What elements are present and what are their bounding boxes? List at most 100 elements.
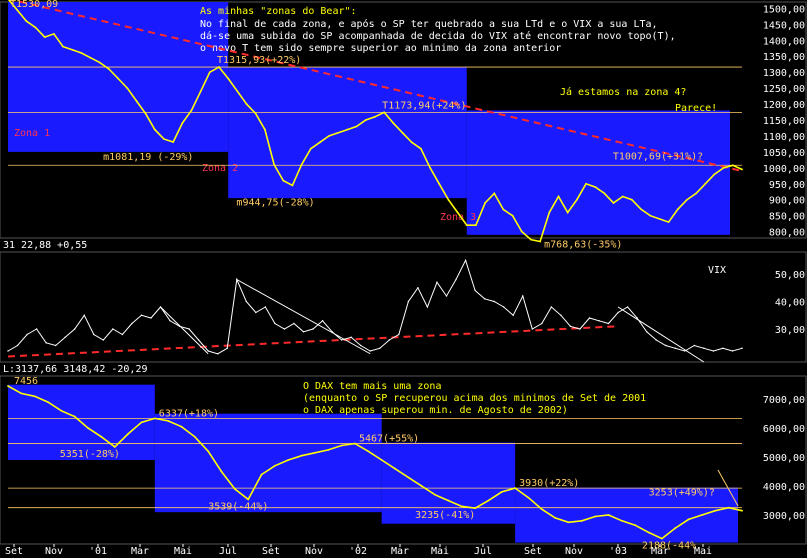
- panel-frame: [0, 375, 807, 545]
- sp-price-point: [557, 195, 560, 198]
- dax-price-point: [500, 490, 503, 493]
- vix-point: [731, 350, 734, 352]
- sp-price-point: [108, 68, 110, 70]
- vix-point: [150, 317, 152, 319]
- vix-point: [626, 306, 629, 308]
- vix-point: [369, 350, 371, 352]
- dax-price-point: [287, 459, 290, 461]
- x-tick-label: Nov: [305, 546, 323, 557]
- zone-3-band: [466, 110, 730, 235]
- sp-price-point: [227, 77, 230, 80]
- zone-1-band: [8, 2, 229, 152]
- dax-price-point: [33, 395, 36, 398]
- sp-price-point: [89, 56, 92, 59]
- sp-price-point: [172, 141, 175, 143]
- sp-price-point: [80, 52, 83, 54]
- vix-point: [321, 320, 324, 322]
- sp-y-tick-label: 1100,00: [763, 132, 805, 143]
- sp-price-point: [502, 208, 505, 211]
- sp-y-tick-label: 1050,00: [763, 148, 805, 159]
- dax-price-point: [340, 444, 343, 447]
- sp-price-point: [695, 192, 698, 195]
- dax-price-point: [434, 493, 436, 496]
- vix-point: [226, 347, 228, 349]
- zone-2-band: [228, 67, 467, 199]
- vix-downtrend-line: [617, 306, 705, 363]
- dax-price-point: [727, 506, 730, 509]
- sp-price-point: [328, 135, 331, 137]
- vix-point: [417, 287, 419, 289]
- dax-price-point: [460, 505, 463, 508]
- sp-price-point: [319, 141, 321, 144]
- vix-point: [236, 278, 238, 281]
- sp-price-point: [465, 224, 468, 227]
- sp-annotation: T1530,09: [10, 0, 58, 10]
- chart-background: [0, 1, 807, 545]
- sp-price-point: [254, 112, 257, 115]
- vix-point: [655, 339, 657, 341]
- dax-price-point: [447, 499, 450, 502]
- dax-price-point: [420, 485, 423, 487]
- sp-price-point: [364, 119, 367, 121]
- dax-price-point: [687, 518, 690, 521]
- sp-price-point: [658, 217, 661, 220]
- sp-annotation: m1081,19 (-29%): [103, 152, 193, 163]
- sp-y-tick-label: 800,00: [769, 228, 805, 239]
- sp-price-point: [25, 20, 28, 23]
- x-tick-label: Nov: [565, 546, 583, 557]
- vix-point: [455, 278, 457, 281]
- sp-price-point: [291, 184, 294, 187]
- sp-y-tick-label: 850,00: [769, 212, 805, 223]
- sp-y-tick-label: 1300,00: [763, 68, 805, 79]
- dax-y-tick-label: 3000,00: [763, 511, 805, 522]
- dax-price-point: [100, 435, 103, 438]
- dax-price-point: [354, 442, 356, 445]
- sp-price-point: [34, 26, 37, 29]
- sp-price-point: [456, 211, 459, 214]
- vix-point: [74, 328, 76, 330]
- vix-point: [312, 328, 314, 330]
- dax-price-point: [634, 524, 637, 527]
- sp-price-point: [612, 202, 615, 204]
- sp-price-point: [511, 214, 514, 217]
- sp-price-point: [585, 182, 587, 185]
- vix-point: [83, 314, 85, 316]
- sp-price-point: [199, 90, 202, 93]
- dax-price-point: [327, 448, 330, 451]
- dax-price-point: [567, 521, 570, 524]
- vix-point: [245, 300, 248, 303]
- dax-zone-band: [154, 413, 382, 513]
- vix-point: [541, 322, 543, 325]
- sp-price-point: [603, 192, 606, 195]
- sp-price-point: [713, 173, 716, 176]
- dax-price-point: [127, 433, 130, 435]
- vix-point: [169, 320, 171, 322]
- dax-price-point: [233, 488, 236, 490]
- sp-price-point: [52, 32, 55, 35]
- zone4-question: Já estamos na zona 4?: [560, 86, 686, 98]
- sp-price-point: [392, 122, 395, 125]
- dax-price-point: [580, 519, 583, 522]
- vix-point: [35, 328, 38, 330]
- vix-point: [302, 331, 305, 333]
- panel-frame: [0, 251, 807, 363]
- vix-header: 31 22,88 +0,55: [3, 240, 87, 251]
- sp-price-point: [43, 36, 46, 38]
- vix-point: [131, 322, 133, 325]
- dax-zone-band: [381, 442, 516, 524]
- dax-price-line: [7, 385, 743, 540]
- dax-price-point: [594, 515, 597, 518]
- vix-point: [665, 344, 667, 347]
- vix-point: [493, 300, 495, 303]
- vix-point: [483, 298, 486, 300]
- vix-name: VIX: [708, 265, 726, 276]
- dax-price-point: [554, 517, 557, 519]
- sp-price-point: [135, 99, 138, 102]
- dax-price-point: [220, 470, 223, 473]
- sp-price-point: [530, 238, 532, 241]
- vix-point: [712, 350, 715, 352]
- vix-point: [674, 347, 676, 349]
- x-tick-label: '03: [609, 546, 627, 557]
- sp-price-point: [218, 66, 220, 68]
- dax-price-point: [620, 519, 623, 522]
